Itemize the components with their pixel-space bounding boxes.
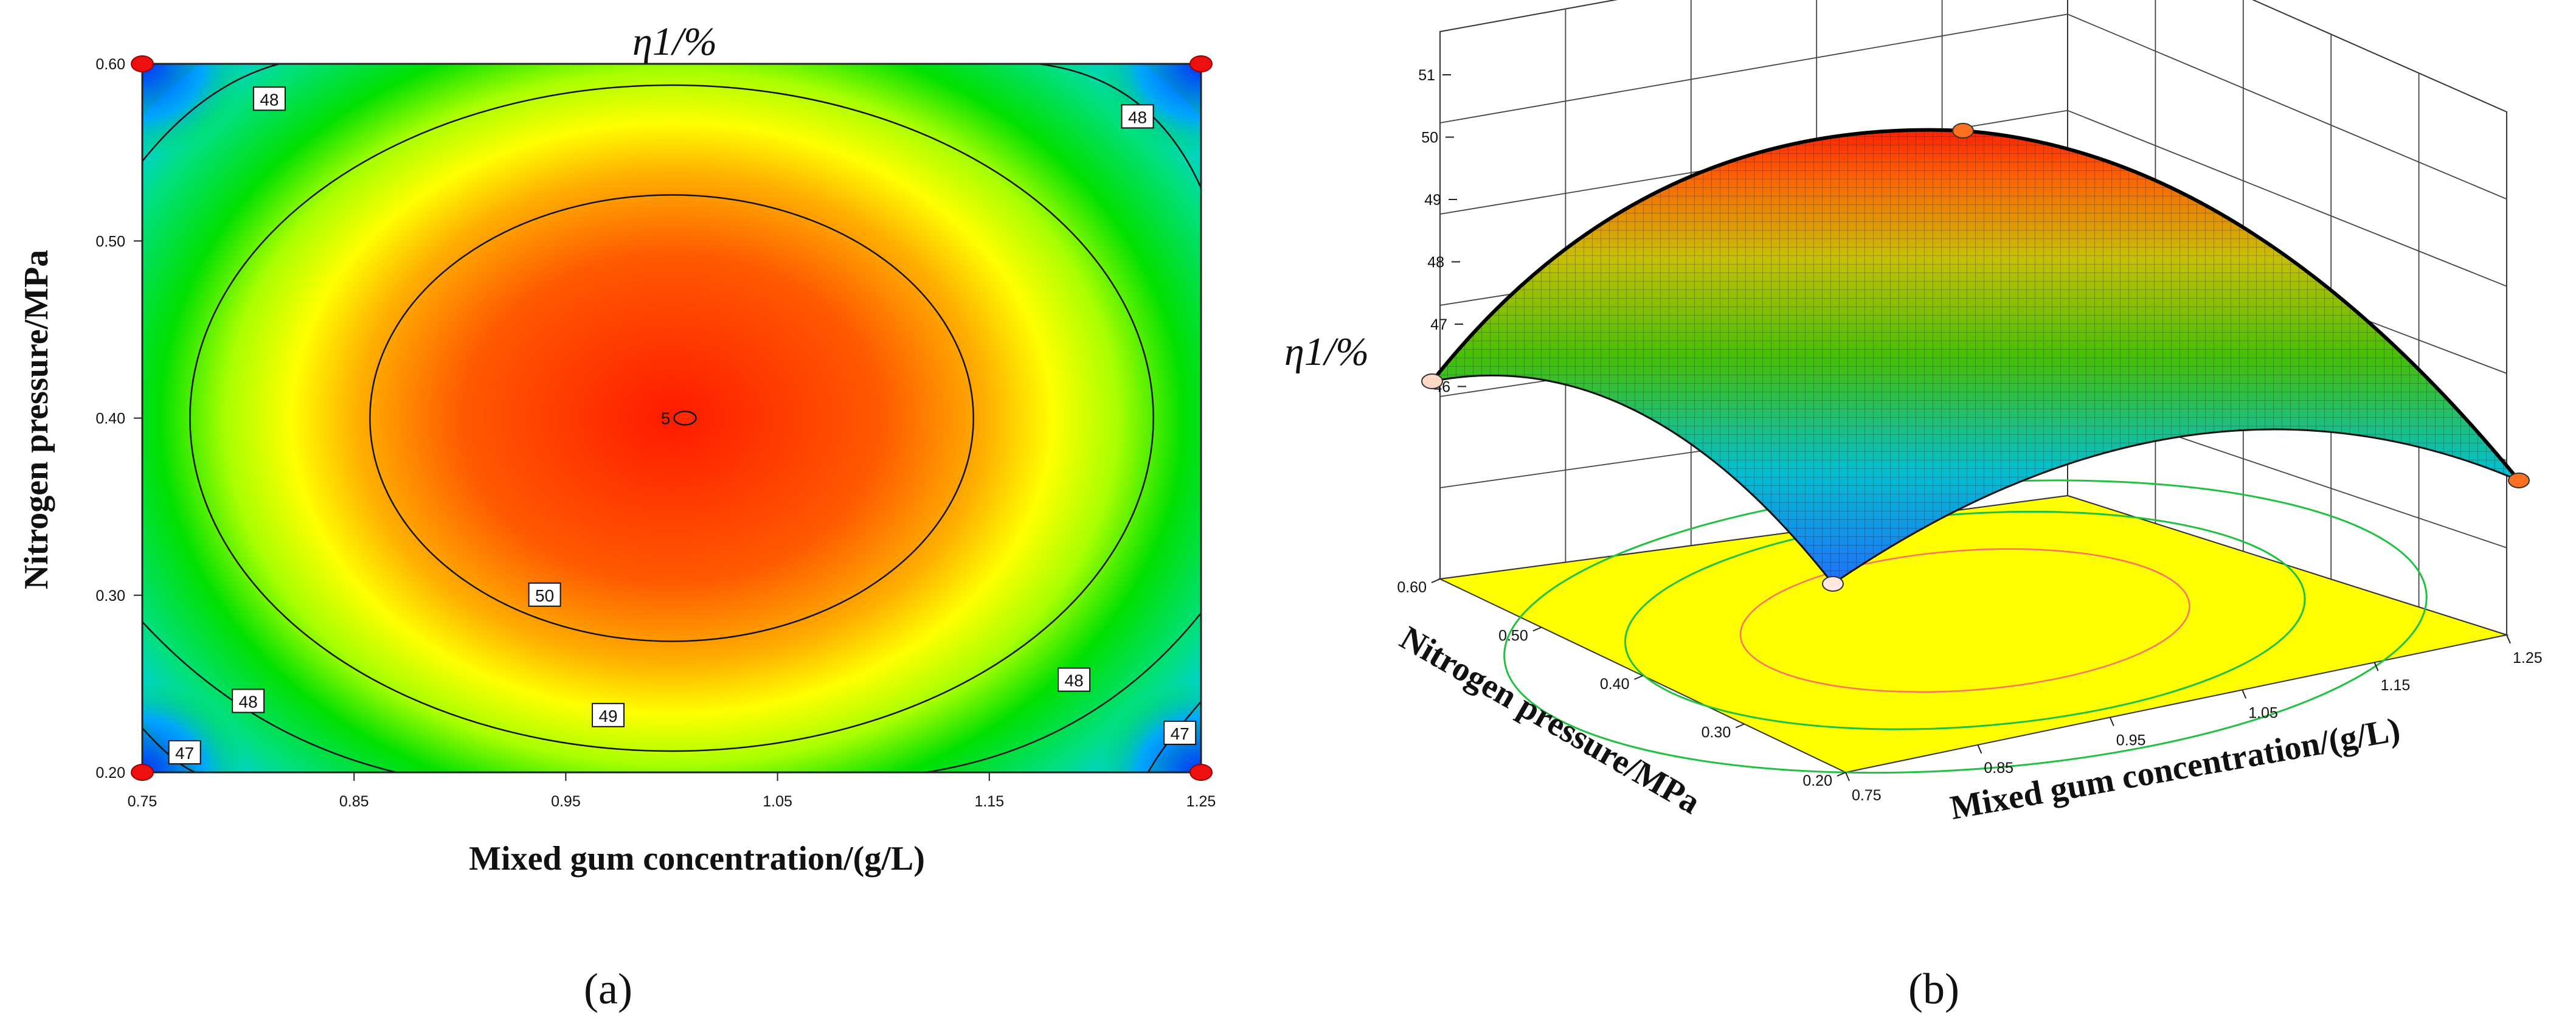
x-tick-label: 0.95 bbox=[551, 793, 581, 810]
contour-label: 48 bbox=[1128, 108, 1147, 126]
optimum-label: 5 bbox=[661, 409, 671, 428]
x-tick-label: 1.25 bbox=[1186, 793, 1216, 810]
contour-label-box bbox=[528, 582, 561, 607]
y-tick-label: 0.40 bbox=[95, 411, 125, 428]
x-tick-label: 1.05 bbox=[763, 793, 792, 810]
z-tick-label: 49 bbox=[1424, 192, 1441, 209]
y-axis-ticks: 0.20 0.30 0.40 0.50 0.60 bbox=[95, 56, 142, 781]
contour-label: 48 bbox=[1065, 671, 1084, 690]
contour-label: 47 bbox=[175, 744, 194, 763]
y-tick-mark-3d bbox=[1837, 772, 1846, 777]
contour-labels: 48 48 50 49 48 48 47 47 bbox=[168, 86, 1197, 764]
contour-label: 48 bbox=[260, 90, 279, 109]
surface-mesh bbox=[1432, 130, 2519, 584]
x-tick-label: 0.75 bbox=[128, 793, 158, 810]
y-tick-label-3d: 0.40 bbox=[1600, 676, 1630, 693]
contour-label: 49 bbox=[598, 707, 617, 726]
contour-label-box bbox=[252, 86, 286, 111]
x-tick-mark-3d bbox=[1845, 772, 1850, 781]
heat-corner-2 bbox=[142, 681, 246, 772]
y-tick-label: 0.20 bbox=[95, 764, 125, 781]
design-point bbox=[1189, 764, 1213, 781]
y-tick-label-3d: 0.20 bbox=[1802, 772, 1832, 789]
y-tick-mark-3d bbox=[1634, 675, 1643, 680]
contour-label: 47 bbox=[1171, 724, 1189, 743]
x-axis-ticks-3d: 0.75 0.85 0.95 1.05 1.15 1.25 bbox=[1845, 634, 2543, 804]
x-tick-mark-3d bbox=[2109, 717, 2114, 726]
x-tick-label: 1.15 bbox=[974, 793, 1004, 810]
wall-grid-h bbox=[1439, 109, 2507, 287]
panel-label-b: (b) bbox=[1908, 965, 1959, 1013]
y-tick-label: 0.60 bbox=[95, 56, 125, 73]
design-points bbox=[131, 55, 1213, 781]
contour-lines bbox=[142, 64, 1201, 772]
contour-label-box bbox=[592, 702, 625, 727]
contour-label: 48 bbox=[239, 693, 258, 712]
y-axis-title: Nitrogen pressure/MPa bbox=[18, 250, 55, 589]
z-tick-label: 51 bbox=[1418, 67, 1435, 84]
x-axis-ticks: 0.75 0.85 0.95 1.05 1.15 1.25 bbox=[128, 772, 1216, 810]
x-tick-label-3d: 1.25 bbox=[2513, 650, 2543, 667]
contour-heatmap bbox=[142, 64, 1201, 772]
y-tick-label-3d: 0.60 bbox=[1397, 579, 1427, 596]
y-tick-label: 0.50 bbox=[95, 233, 125, 250]
contour-label-box bbox=[232, 688, 265, 713]
x-tick-mark-3d bbox=[2506, 634, 2511, 644]
contour-label-box bbox=[1121, 104, 1154, 129]
y-tick-label-3d: 0.50 bbox=[1498, 628, 1528, 645]
y-tick-mark-3d bbox=[1431, 578, 1441, 583]
y-tick-mark-3d bbox=[1735, 723, 1745, 729]
contour-line-48-tl bbox=[142, 64, 396, 162]
panel-label-a: (a) bbox=[584, 965, 632, 1013]
x-tick-label-3d: 0.75 bbox=[1852, 787, 1882, 804]
x-tick-label: 0.85 bbox=[339, 793, 369, 810]
contour-label: 50 bbox=[535, 586, 554, 605]
contour-label-box bbox=[1058, 667, 1091, 692]
surface-design-point bbox=[1421, 373, 1443, 389]
contour-label-box bbox=[168, 740, 201, 764]
x-tick-mark-3d bbox=[1977, 744, 1982, 754]
wall-grid-h bbox=[1439, 13, 2507, 200]
y-tick-label-3d: 0.30 bbox=[1702, 724, 1731, 741]
x-tick-label-3d: 1.15 bbox=[2381, 677, 2411, 694]
surface-design-point bbox=[2508, 473, 2530, 488]
design-point bbox=[1189, 55, 1213, 72]
x-tick-label-3d: 1.05 bbox=[2248, 704, 2278, 721]
surface-design-point bbox=[1822, 576, 1844, 592]
contour-line-48-bl bbox=[142, 621, 397, 772]
floor-contour-mid bbox=[1624, 510, 2306, 730]
optimum-marker: 5 bbox=[661, 409, 697, 428]
y-tick-mark-3d bbox=[1532, 626, 1542, 632]
z-tick-label: 50 bbox=[1421, 130, 1438, 147]
chart-title: η1/% bbox=[632, 19, 717, 64]
contour-line-49 bbox=[189, 84, 1154, 752]
y-tick-label: 0.30 bbox=[95, 587, 125, 605]
z-tick-label: 48 bbox=[1427, 254, 1444, 271]
x-tick-label-3d: 0.85 bbox=[1984, 760, 2013, 777]
contour-label-box bbox=[1163, 720, 1197, 745]
x-tick-mark-3d bbox=[2242, 690, 2247, 699]
contour-line-48-tr bbox=[968, 64, 1201, 189]
floor-contour-inner bbox=[1739, 548, 2190, 693]
y-axis-ticks-3d: 0.60 0.50 0.40 0.30 0.20 bbox=[1397, 578, 1846, 789]
contour-line-50 bbox=[369, 194, 974, 642]
contour-line-48-br bbox=[926, 612, 1201, 772]
heat-corner-3 bbox=[1098, 681, 1201, 772]
surface-design-points bbox=[1421, 123, 2530, 592]
design-point bbox=[131, 764, 154, 781]
x-axis-title: Mixed gum concentration/(g/L) bbox=[469, 840, 925, 878]
z-tick-label: 47 bbox=[1430, 316, 1447, 333]
surface-design-point bbox=[1952, 123, 1974, 139]
design-point bbox=[131, 55, 154, 72]
optimum-point bbox=[673, 411, 697, 426]
x-tick-mark-3d bbox=[2373, 662, 2379, 671]
x-tick-label-3d: 0.95 bbox=[2116, 732, 2146, 749]
z-axis-title: η1/% bbox=[1284, 330, 1369, 374]
contour-plot: 0.75 0.85 0.95 1.05 1.15 1.25 0.20 0.30 0.40 0.5… bbox=[18, 19, 1216, 1013]
heat-gradient bbox=[142, 64, 1201, 772]
